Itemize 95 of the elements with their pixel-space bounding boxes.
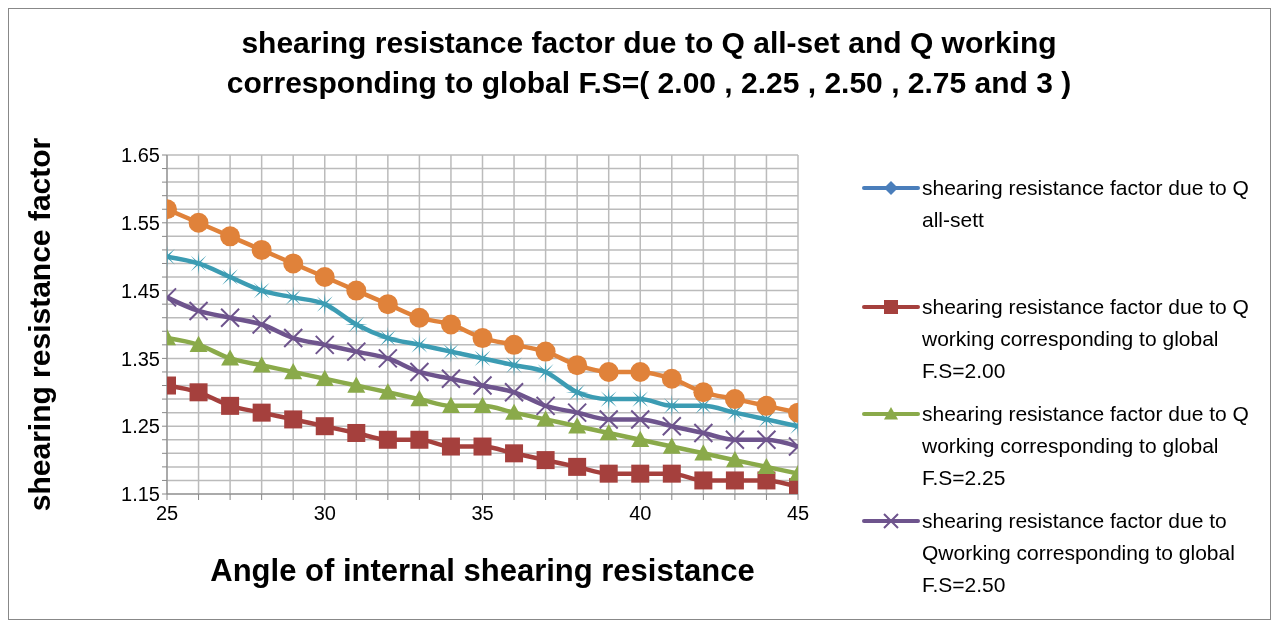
- point: [347, 376, 366, 393]
- point: [757, 457, 776, 475]
- point: [378, 430, 397, 449]
- point: [378, 383, 397, 400]
- point: [441, 396, 460, 414]
- y-tick-label: 1.65: [121, 144, 160, 167]
- y-axis-title: shearing resistance factor: [22, 137, 56, 512]
- chart-title: shearing resistance factor due to Q all-set and Q working corresponding to global F.S=( 2.00 , 2.25 , 2.50 , 2.75 and 3 ): [225, 25, 1073, 101]
- point: [346, 341, 367, 362]
- legend-label: shearing resistance factor due to Q working corresponding to global F.S=2.00: [922, 294, 1250, 384]
- point: [284, 410, 303, 429]
- point: [220, 307, 241, 328]
- point: [410, 390, 429, 407]
- point: [661, 368, 682, 389]
- point: [187, 252, 210, 275]
- point: [472, 375, 493, 396]
- point: [504, 334, 525, 355]
- legend-label: shearing resistance factor due to Q working corresponding to global F.S=2.25: [922, 401, 1250, 491]
- point: [599, 423, 618, 441]
- point: [505, 403, 524, 420]
- point: [756, 429, 777, 450]
- x-tick-label: 35: [471, 502, 494, 525]
- point: [473, 437, 492, 456]
- point: [347, 423, 366, 442]
- point: [284, 362, 303, 380]
- point: [535, 395, 556, 416]
- point: [189, 335, 208, 353]
- point: [221, 349, 240, 366]
- point: [471, 347, 494, 370]
- point: [189, 383, 208, 402]
- point: [567, 355, 588, 376]
- point: [250, 279, 273, 302]
- point: [188, 212, 209, 233]
- point: [662, 464, 681, 483]
- point: [315, 417, 334, 436]
- point: [345, 313, 368, 336]
- point: [598, 361, 619, 382]
- point: [724, 429, 745, 450]
- y-tick-label: 1.55: [121, 211, 160, 234]
- point: [409, 307, 430, 328]
- point: [409, 361, 430, 382]
- point: [314, 267, 335, 288]
- point: [567, 402, 588, 423]
- point: [536, 410, 555, 427]
- point: [756, 395, 777, 416]
- point: [410, 430, 429, 449]
- point: [283, 253, 304, 274]
- point: [314, 334, 335, 355]
- point: [377, 348, 398, 369]
- point: [252, 403, 271, 422]
- point: [631, 464, 650, 483]
- point: [599, 464, 618, 483]
- point: [440, 368, 461, 389]
- x-tick-label: 40: [629, 502, 652, 525]
- point: [662, 437, 681, 454]
- point: [473, 396, 492, 414]
- point: [221, 396, 240, 415]
- point: [630, 361, 651, 382]
- point: [631, 430, 650, 447]
- point: [630, 409, 651, 430]
- point: [694, 471, 713, 490]
- y-tick-label: 1.35: [121, 347, 160, 370]
- point: [598, 409, 619, 430]
- point: [568, 417, 587, 434]
- point: [661, 416, 682, 437]
- point: [472, 328, 493, 349]
- x-tick-label: 45: [786, 502, 810, 525]
- point: [251, 239, 272, 260]
- point: [535, 341, 556, 362]
- point: [441, 437, 460, 456]
- y-tick-label: 1.45: [121, 279, 160, 302]
- point: [693, 382, 714, 403]
- legend-label: shearing resistance factor due to Q all-sett: [922, 175, 1250, 233]
- point: [440, 314, 461, 335]
- point: [724, 389, 745, 410]
- x-tick-label: 30: [313, 502, 336, 525]
- point: [505, 444, 524, 463]
- point: [693, 422, 714, 443]
- point: [377, 294, 398, 315]
- point: [504, 382, 525, 403]
- x-axis-title: Angle of internal shearing resistance: [210, 553, 755, 588]
- point: [283, 328, 304, 349]
- point: [346, 280, 367, 301]
- point: [251, 314, 272, 335]
- point: [188, 300, 209, 321]
- point: [220, 226, 241, 247]
- point: [315, 369, 334, 386]
- legend-label: shearing resistance factor due to Qworking corresponding to global F.S=2.50: [922, 508, 1236, 598]
- point: [694, 444, 713, 461]
- point: [725, 471, 744, 490]
- point: [536, 451, 555, 470]
- y-tick-label: 1.25: [121, 415, 160, 438]
- point: [725, 451, 744, 468]
- point: [568, 457, 587, 476]
- point: [252, 356, 271, 373]
